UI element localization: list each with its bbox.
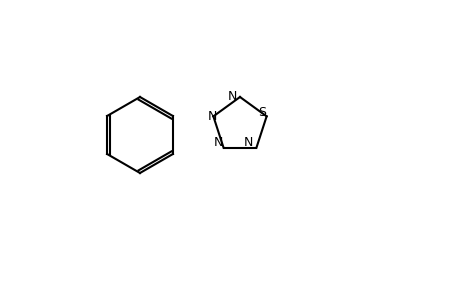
Text: S: S — [257, 106, 265, 119]
Text: N: N — [213, 136, 222, 149]
Text: N: N — [243, 136, 252, 149]
Text: N: N — [227, 91, 236, 103]
Text: N: N — [207, 110, 216, 124]
